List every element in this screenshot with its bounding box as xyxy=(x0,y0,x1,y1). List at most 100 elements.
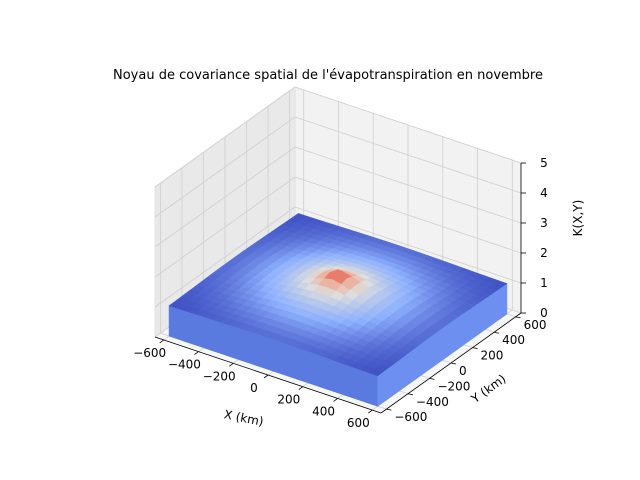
z-tick-label: 2 xyxy=(540,246,548,260)
grid-line xyxy=(154,176,296,278)
surface-wall xyxy=(479,297,486,334)
surface-wall xyxy=(420,339,427,377)
surface-wall xyxy=(220,321,231,357)
y-tick xyxy=(493,331,500,334)
x-tick xyxy=(368,409,373,414)
x-tick-label: 200 xyxy=(277,393,300,407)
y-tick xyxy=(450,362,457,365)
surface-wall xyxy=(177,308,187,343)
grid-line xyxy=(154,116,296,218)
y-tick-label: −400 xyxy=(416,395,449,409)
surface-wall xyxy=(388,363,395,400)
surface-wall xyxy=(377,371,384,407)
surface-wall xyxy=(212,319,222,355)
grid-line xyxy=(154,86,296,188)
surface-wall xyxy=(468,305,475,342)
surface-wall xyxy=(194,313,205,349)
surface-wall xyxy=(382,367,389,403)
y-tick-label: −200 xyxy=(437,379,470,393)
surface-wall xyxy=(431,331,438,369)
surface-wall xyxy=(436,327,443,365)
z-tick-label: 5 xyxy=(540,156,548,170)
y-tick xyxy=(429,377,435,380)
surface-wall xyxy=(247,330,257,366)
surface-wall xyxy=(238,327,248,363)
surface-wall xyxy=(264,335,274,372)
grid-line xyxy=(294,116,522,194)
surface-wall xyxy=(452,316,459,353)
x-tick xyxy=(159,339,164,344)
surface-wall xyxy=(307,350,318,387)
x-tick-label: 0 xyxy=(250,381,258,395)
grid-line xyxy=(294,206,522,284)
y-tick xyxy=(515,316,521,319)
surface-wall xyxy=(485,294,492,330)
surface-wall xyxy=(463,308,470,346)
surface-wall xyxy=(273,338,283,375)
surface-wall xyxy=(474,301,481,338)
x-tick xyxy=(228,362,234,367)
y-tick-label: 600 xyxy=(524,318,547,332)
x-tick-label: 600 xyxy=(347,416,370,430)
surface-wall xyxy=(351,366,361,401)
surface-wall xyxy=(342,363,352,398)
surface-wall xyxy=(186,310,196,346)
surface-wall xyxy=(490,290,497,327)
grid-line xyxy=(294,176,522,254)
surface-wall xyxy=(333,360,344,395)
surface-wall xyxy=(404,351,411,388)
y-tick-label: 400 xyxy=(502,333,525,347)
y-axis-label: Y (km) xyxy=(468,372,509,407)
y-tick-label: 0 xyxy=(459,364,467,378)
x-axis-label: X (km) xyxy=(223,407,265,428)
z-tick-label: 0 xyxy=(540,306,548,320)
grid-line xyxy=(294,146,522,224)
z-tick-label: 4 xyxy=(540,186,548,200)
z-tick-label: 1 xyxy=(540,276,548,290)
surface-wall xyxy=(290,344,300,381)
y-tick-label: 200 xyxy=(481,349,504,363)
z-tick-label: 3 xyxy=(540,216,548,230)
surface-wall xyxy=(398,355,405,392)
surface-wall xyxy=(316,353,326,390)
y-tick xyxy=(472,347,478,350)
grid-line xyxy=(154,146,296,248)
x-tick-label: −600 xyxy=(133,346,166,360)
surface-wall xyxy=(442,323,448,361)
surface-wall xyxy=(415,343,422,380)
surface-wall xyxy=(409,347,416,384)
y-tick xyxy=(386,408,392,411)
x-tick xyxy=(298,386,304,391)
surface-wall xyxy=(495,286,502,323)
surface-wall xyxy=(325,356,335,393)
surface-wall xyxy=(229,324,239,360)
surface-wall xyxy=(360,369,370,404)
surface-wall xyxy=(255,332,265,369)
x-tick xyxy=(194,351,199,355)
chart-title: Noyau de covariance spatial de l'évapotr… xyxy=(113,68,543,83)
surface-wall xyxy=(447,319,454,357)
surface-wall xyxy=(281,341,292,378)
surface-wall xyxy=(393,359,400,396)
surface-wall xyxy=(299,347,309,384)
x-tick-label: 400 xyxy=(312,404,335,418)
surface-wall xyxy=(458,312,465,350)
z-axis-label: K(X,Y) xyxy=(571,200,585,237)
surface-patch xyxy=(368,368,384,377)
x-tick-label: −200 xyxy=(203,369,236,383)
grid-line xyxy=(154,206,296,308)
x-tick-label: −400 xyxy=(168,358,201,372)
x-tick xyxy=(333,398,338,402)
x-tick xyxy=(263,374,269,379)
y-tick-label: −600 xyxy=(394,410,427,424)
surface-wall xyxy=(368,372,378,407)
surface-wall xyxy=(501,282,508,319)
y-tick xyxy=(407,393,414,396)
surface-wall xyxy=(203,316,213,352)
grid-line xyxy=(294,86,522,164)
surface-wall xyxy=(168,305,179,340)
surface-plot xyxy=(168,213,508,407)
surface-wall xyxy=(425,335,432,373)
